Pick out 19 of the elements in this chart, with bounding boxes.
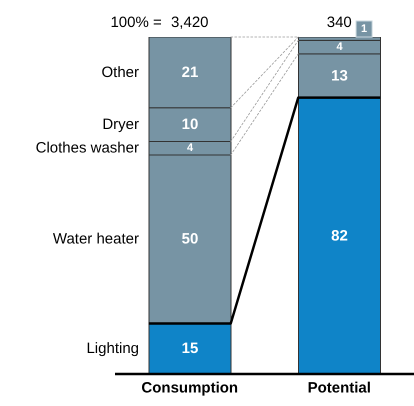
series-label: Dryer <box>102 116 139 134</box>
data-label: 82 <box>331 227 348 244</box>
data-label: 50 <box>182 230 198 248</box>
x-tick-label: Potential <box>308 380 371 397</box>
data-label: 4 <box>186 142 194 154</box>
data-label: 4 <box>336 41 344 54</box>
data-label: 10 <box>182 116 198 134</box>
series-label: Lighting <box>86 340 139 358</box>
series-label: Clothes washer <box>36 140 139 157</box>
text: 340 <box>326 14 352 31</box>
data-label: 15 <box>182 340 198 358</box>
series-label: Other <box>101 64 140 81</box>
text: 3,420 <box>170 14 209 31</box>
data-label: 1 <box>361 23 368 35</box>
text: 100% = <box>110 14 162 31</box>
x-tick-label: Consumption <box>141 380 238 397</box>
series-label: Water heater <box>52 230 139 248</box>
data-label: 13 <box>331 67 348 84</box>
data-label: 21 <box>182 64 198 81</box>
